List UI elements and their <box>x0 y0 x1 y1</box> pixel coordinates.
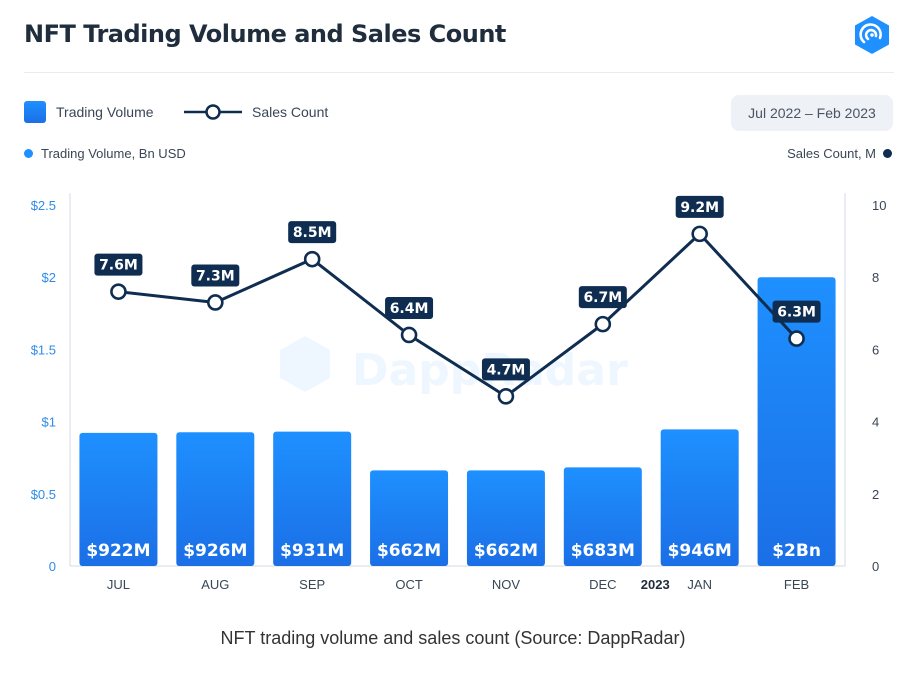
right-axis-title-text: Sales Count, M <box>787 146 876 161</box>
sales-count-point <box>207 294 224 311</box>
legend-sales-count: Sales Count <box>184 100 328 124</box>
volume-bar <box>563 467 642 566</box>
volume-bar <box>79 432 158 566</box>
bar-swatch-icon <box>24 101 46 123</box>
sales-label-box <box>288 221 337 244</box>
right-axis-title: Sales Count, M <box>787 146 892 161</box>
left-tick-label: 0 <box>49 559 56 574</box>
x-tick-label: DEC <box>589 577 616 592</box>
bar-value-label: $662M <box>474 541 538 561</box>
x-tick-label: JUL <box>107 577 130 592</box>
sales-label-box <box>481 358 530 381</box>
bar-value-label: $931M <box>280 541 344 561</box>
sales-count-point <box>497 388 515 405</box>
chart-title: NFT Trading Volume and Sales Count <box>24 20 506 48</box>
bar-value-label: $926M <box>183 541 247 561</box>
sales-label-box <box>191 264 240 287</box>
left-tick-label: $0.5 <box>31 487 56 502</box>
sales-value-label: 9.2M <box>680 200 719 216</box>
volume-bar <box>370 470 449 566</box>
right-tick-label: 8 <box>872 270 879 285</box>
left-axis-title-text: Trading Volume, Bn USD <box>41 146 186 161</box>
x-tick-label: AUG <box>201 577 229 592</box>
sales-count-point <box>110 283 127 300</box>
x-tick-label: OCT <box>395 577 423 592</box>
sales-count-point <box>691 225 708 243</box>
left-tick-label: $2.5 <box>31 198 56 213</box>
bar-value-label: $2Bn <box>772 541 821 561</box>
chart-card: NFT Trading Volume and Sales Count Tradi… <box>24 16 894 592</box>
volume-bar <box>660 429 739 566</box>
sales-count-line <box>118 232 798 398</box>
left-tick-label: $1.5 <box>31 342 56 357</box>
bar-value-label: $662M <box>377 541 441 561</box>
sales-count-point <box>594 315 612 333</box>
volume-bar <box>273 431 352 566</box>
sales-value-label: 7.6M <box>99 258 138 274</box>
x-tick-label: NOV <box>492 577 521 592</box>
volume-bar <box>466 470 545 566</box>
sales-value-label: 6.3M <box>777 305 816 321</box>
right-tick-label: 2 <box>872 487 879 502</box>
sales-label-box <box>578 286 627 309</box>
sales-label-box <box>385 296 434 319</box>
right-tick-label: 10 <box>872 198 886 213</box>
legend-line-label: Sales Count <box>252 104 329 120</box>
figure-caption: NFT trading volume and sales count (Sour… <box>220 628 686 648</box>
sales-value-label: 7.3M <box>196 268 235 284</box>
right-tick-label: 0 <box>872 559 879 574</box>
line-swatch-icon <box>184 104 242 120</box>
legend-bar-label: Trading Volume <box>56 104 154 120</box>
volume-bar <box>176 432 255 566</box>
sales-count-point <box>303 250 321 268</box>
chart-plot: DappRadar 0$0.5$1$1.5$2$2.50246810JULAUG… <box>31 193 886 592</box>
x-tick-label: SEP <box>299 577 325 592</box>
sales-value-label: 8.5M <box>293 225 332 241</box>
dappradar-logo-icon <box>855 16 889 54</box>
sales-label-box <box>772 300 821 323</box>
x-tick-label: JAN <box>687 577 712 592</box>
year-marker-label: 2023 <box>641 577 670 592</box>
sales-value-label: 4.7M <box>487 362 526 378</box>
sales-label-box <box>675 195 724 218</box>
sales-value-label: 6.7M <box>583 290 622 306</box>
volume-bar <box>757 277 836 566</box>
right-axis-dot-icon <box>883 149 892 158</box>
right-tick-label: 4 <box>872 415 879 430</box>
sales-value-label: 6.4M <box>390 301 429 317</box>
date-range-selector[interactable]: Jul 2022 – Feb 2023 <box>731 95 893 131</box>
right-tick-label: 6 <box>872 342 879 357</box>
bar-value-label: $946M <box>668 541 732 561</box>
x-tick-label: FEB <box>784 577 809 592</box>
left-axis-title: Trading Volume, Bn USD <box>24 146 186 161</box>
sales-count-point <box>400 326 418 344</box>
legend-trading-volume: Trading Volume <box>24 100 154 124</box>
header-divider <box>24 72 894 73</box>
left-axis-dot-icon <box>24 149 33 158</box>
left-tick-label: $2 <box>42 270 56 285</box>
sales-label-box <box>94 253 143 276</box>
sales-count-point <box>788 330 805 347</box>
bar-value-label: $683M <box>571 541 635 561</box>
date-range-label: Jul 2022 – Feb 2023 <box>748 105 876 121</box>
left-tick-label: $1 <box>42 415 56 430</box>
bar-value-label: $922M <box>86 541 150 561</box>
